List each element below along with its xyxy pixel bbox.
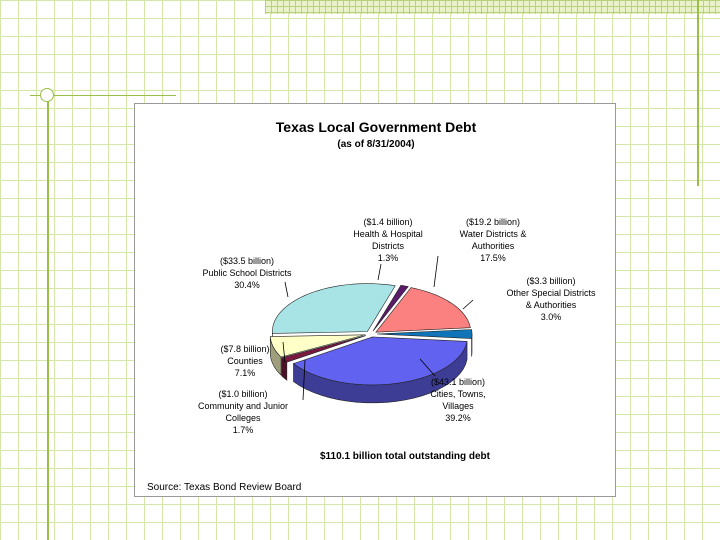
leader-line-5 — [433, 255, 439, 288]
slice-2 — [269, 334, 366, 358]
slice-1 — [281, 335, 366, 363]
slice-label-6-line-3: 3.0% — [541, 312, 562, 322]
leader-line-0 — [419, 358, 436, 377]
slice-label-2-line-1: Counties — [227, 356, 263, 366]
slice-label-6-line-1: Other Special Districts — [506, 288, 596, 298]
slice-label-4-line-1: Health & Hospital — [353, 229, 423, 239]
slice-label-5-line-3: 17.5% — [480, 253, 506, 263]
slice-label-1-line-3: 1.7% — [233, 425, 254, 435]
slice-label-1-line-0: ($1.0 billion) — [218, 389, 267, 399]
decorative-right-line — [697, 0, 699, 186]
decorative-circle — [40, 88, 54, 102]
slice-label-4-line-2: Districts — [372, 241, 404, 251]
slice-label-0-line-0: ($43.1 billion) — [431, 377, 485, 387]
slice-label-2-line-0: ($7.8 billion) — [220, 344, 269, 354]
slice-label-0: ($43.1 billion) Cities, Towns, Villages 39.… — [430, 377, 485, 423]
slice-label-4: ($1.4 billion) Health & Hospital Districts… — [353, 217, 423, 263]
slice-label-3-line-0: ($33.5 billion) — [220, 256, 274, 266]
slice-label-5-line-0: ($19.2 billion) — [466, 217, 520, 227]
leader-lines — [282, 255, 474, 401]
slice-label-2-line-2: 7.1% — [235, 368, 256, 378]
slice-label-0-line-3: 39.2% — [445, 413, 471, 423]
decorative-horizontal-line — [30, 95, 176, 96]
slice-label-5-line-1: Water Districts & — [460, 229, 527, 239]
slice-label-0-line-2: Villages — [442, 401, 474, 411]
slice-label-3: ($33.5 billion) Public School Districts 30… — [202, 256, 292, 290]
source-label: Source: Texas Bond Review Board — [147, 482, 301, 493]
slice-0 — [292, 336, 468, 386]
decorative-left-line — [47, 88, 49, 540]
leader-line-1 — [302, 359, 306, 401]
slice-label-1-line-2: Colleges — [225, 413, 261, 423]
slice-label-0-line-1: Cities, Towns, — [430, 389, 485, 399]
slice-label-6: ($3.3 billion) Other Special Districts & A… — [506, 276, 596, 322]
slice-label-4-line-3: 1.3% — [378, 253, 399, 263]
leader-line-2 — [282, 341, 286, 363]
chart-frame: Texas Local Government Debt (as of 8/31/… — [134, 103, 616, 497]
leader-line-6 — [462, 299, 474, 310]
pie-chart: Texas Local Government Debt (as of 8/31/… — [147, 119, 596, 493]
slice-label-4-line-0: ($1.4 billion) — [363, 217, 412, 227]
slice-label-3-line-2: 30.4% — [234, 280, 260, 290]
slice-label-1-line-1: Community and Junior — [198, 401, 288, 411]
slice-labels: ($43.1 billion) Cities, Towns, Villages 39.… — [198, 217, 596, 435]
chart-subtitle: (as of 8/31/2004) — [337, 139, 414, 150]
slice-4 — [372, 284, 409, 332]
slice-3 — [272, 283, 396, 334]
slice-label-5-line-2: Authorities — [472, 241, 515, 251]
leader-line-4 — [377, 263, 382, 281]
decorative-top-band — [265, 0, 720, 14]
chart-title: Texas Local Government Debt — [276, 119, 477, 135]
slice-label-6-line-0: ($3.3 billion) — [526, 276, 575, 286]
leader-line-3 — [284, 281, 289, 298]
slice-label-5: ($19.2 billion) Water Districts & Authorit… — [460, 217, 527, 263]
slice-label-6-line-2: & Authorities — [526, 300, 577, 310]
pie-slices — [269, 283, 473, 404]
slice-5 — [375, 287, 471, 333]
slice-label-3-line-1: Public School Districts — [202, 268, 292, 278]
slice-label-2: ($7.8 billion) Counties 7.1% — [220, 344, 269, 378]
total-debt-label: $110.1 billion total outstanding debt — [320, 451, 491, 462]
slice-label-1: ($1.0 billion) Community and Junior Colleg… — [198, 389, 288, 435]
slice-6 — [376, 329, 473, 339]
